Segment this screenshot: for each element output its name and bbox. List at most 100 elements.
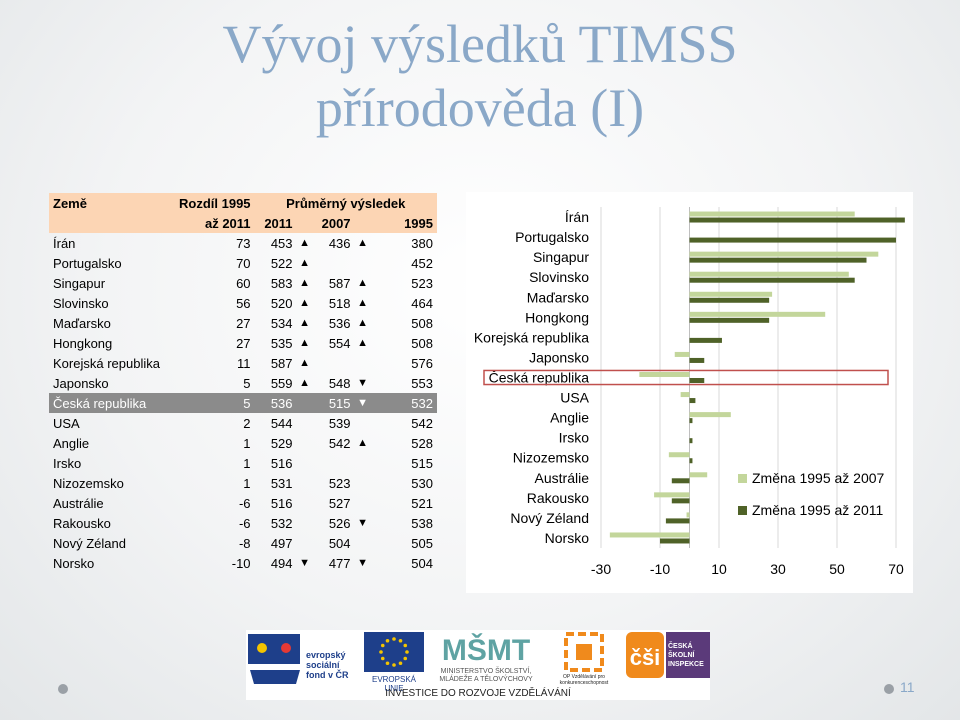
row-mark-2011: ▲ bbox=[299, 277, 310, 289]
row-country: Nový Zéland bbox=[53, 535, 126, 551]
row-mark-2007 bbox=[355, 473, 371, 493]
category-label: Rakousko bbox=[527, 490, 589, 506]
category-label: Korejská republika bbox=[474, 329, 589, 345]
row-2007 bbox=[313, 253, 355, 273]
row-2011: 587 bbox=[270, 355, 293, 371]
row-country: Portugalsko bbox=[53, 255, 122, 271]
bar-2011 bbox=[689, 357, 705, 363]
row-country: Írán bbox=[53, 235, 76, 251]
row-mark-2007: ▼ bbox=[357, 517, 368, 529]
row-2011: 516 bbox=[270, 455, 293, 471]
bar-2007 bbox=[609, 532, 690, 538]
row-2011: 532 bbox=[270, 515, 293, 531]
row-mark-2007: ▲ bbox=[357, 317, 368, 329]
table-row: Korejská republika 11 587 ▲ 576 bbox=[49, 353, 437, 373]
logo-strip: evropský sociální fond v ČR EVROPSKÁ UNI… bbox=[246, 630, 710, 700]
row-2011: 544 bbox=[270, 415, 293, 431]
row-mark-2007 bbox=[355, 353, 371, 373]
msmt-logo: MŠMT MINISTERSTVO ŠKOLSTVÍ, MLÁDEŽE A TĚ… bbox=[432, 630, 540, 686]
bar-2011 bbox=[689, 277, 855, 283]
csi-logo: čši ČESKÁ ŠKOLNÍ INSPEKCE bbox=[626, 630, 710, 686]
row-mark-2007: ▲ bbox=[357, 297, 368, 309]
x-tick-label: -30 bbox=[591, 561, 611, 577]
row-1995: 530 bbox=[411, 475, 433, 491]
row-mark-2011: ▲ bbox=[299, 257, 310, 269]
category-label: Nizozemsko bbox=[513, 450, 589, 466]
legend-label: Změna 1995 až 2011 bbox=[752, 502, 883, 518]
bar-2007 bbox=[680, 392, 690, 398]
header-blank bbox=[49, 213, 175, 233]
results-table: Země Rozdíl 1995 Průměrný výsledek až 20… bbox=[49, 193, 437, 573]
row-mark-2007: ▼ bbox=[357, 557, 368, 569]
category-label: Nový Zéland bbox=[510, 510, 589, 526]
logo-caption: INVESTICE DO ROZVOJE VZDĚLÁVÁNÍ bbox=[385, 688, 571, 699]
row-mark-2007: ▲ bbox=[357, 237, 368, 249]
row-2011: 516 bbox=[270, 495, 293, 511]
op-logo: OP Vzdělávání pro konkurenceschopnost bbox=[544, 630, 624, 686]
table-row: Norsko -10 494 ▼ 477 ▼ 504 bbox=[49, 553, 437, 573]
table-header-row: Země Rozdíl 1995 Průměrný výsledek bbox=[49, 193, 437, 213]
category-label: Norsko bbox=[545, 530, 590, 546]
row-mark-2011: ▲ bbox=[299, 297, 310, 309]
category-label: Austrálie bbox=[535, 470, 590, 486]
table-row: Česká republika 5 536 515 ▼ 532 bbox=[49, 393, 437, 413]
category-label: Slovinsko bbox=[529, 269, 589, 285]
row-2011: 453 bbox=[270, 235, 293, 251]
table-row: Hongkong 27 535 ▲ 554 ▲ 508 bbox=[49, 333, 437, 353]
bar-2011 bbox=[660, 538, 690, 544]
table-row: Nizozemsko 1 531 523 530 bbox=[49, 473, 437, 493]
row-2011: 531 bbox=[270, 475, 293, 491]
table-row: Portugalsko 70 522 ▲ 452 bbox=[49, 253, 437, 273]
row-diff: -10 bbox=[231, 555, 251, 571]
table-row: Irsko 1 516 515 bbox=[49, 453, 437, 473]
row-country: Austrálie bbox=[53, 495, 104, 511]
row-1995: 380 bbox=[411, 235, 433, 251]
page-number: 11 bbox=[900, 679, 915, 695]
bar-2007 bbox=[686, 512, 690, 518]
row-diff: 56 bbox=[236, 295, 251, 311]
row-mark-2011 bbox=[297, 433, 313, 453]
row-diff: 27 bbox=[236, 335, 251, 351]
row-2007: 539 bbox=[328, 415, 351, 431]
bar-2007 bbox=[689, 291, 773, 297]
row-2007 bbox=[313, 353, 355, 373]
row-mark-2011: ▲ bbox=[299, 377, 310, 389]
row-2011: 520 bbox=[270, 295, 293, 311]
row-1995: 452 bbox=[411, 255, 433, 271]
row-mark-2007 bbox=[355, 533, 371, 553]
slide-title: Vývoj výsledků TIMSS přírodověda (I) bbox=[0, 12, 960, 140]
x-tick-label: -10 bbox=[650, 561, 670, 577]
table-row: Anglie 1 529 542 ▲ 528 bbox=[49, 433, 437, 453]
esf-logo: evropský sociální fond v ČR bbox=[246, 630, 358, 686]
bar-2011 bbox=[689, 297, 770, 303]
row-2011: 522 bbox=[270, 255, 293, 271]
row-diff: 1 bbox=[243, 475, 251, 491]
category-label: Japonsko bbox=[529, 349, 589, 365]
row-diff: 11 bbox=[237, 355, 251, 371]
row-country: Nizozemsko bbox=[53, 475, 124, 491]
row-mark-2011 bbox=[297, 493, 313, 513]
table-row: Slovinsko 56 520 ▲ 518 ▲ 464 bbox=[49, 293, 437, 313]
category-label: Česká republika bbox=[489, 370, 590, 386]
row-2007: 477 bbox=[328, 555, 351, 571]
row-country: Maďarsko bbox=[53, 315, 111, 331]
bar-2007 bbox=[674, 351, 690, 357]
row-diff: 1 bbox=[243, 455, 251, 471]
row-1995: 532 bbox=[370, 393, 437, 413]
bar-2007 bbox=[654, 492, 690, 498]
slide-title-line-1: Vývoj výsledků TIMSS bbox=[222, 14, 738, 74]
row-mark-2007: ▲ bbox=[357, 437, 368, 449]
row-2007: 523 bbox=[328, 475, 351, 491]
row-2011: 497 bbox=[270, 535, 293, 551]
legend-label: Změna 1995 až 2007 bbox=[752, 470, 885, 486]
row-1995: 523 bbox=[411, 275, 433, 291]
row-2007: 436 bbox=[328, 235, 351, 251]
header-country: Země bbox=[49, 193, 175, 213]
category-label: Portugalsko bbox=[515, 229, 589, 245]
row-mark-2011 bbox=[297, 513, 313, 533]
row-mark-2011: ▲ bbox=[299, 317, 310, 329]
table-row: Maďarsko 27 534 ▲ 536 ▲ 508 bbox=[49, 313, 437, 333]
bar-2011 bbox=[689, 418, 693, 424]
row-2007: 518 bbox=[328, 295, 351, 311]
bar-2007 bbox=[689, 412, 731, 418]
